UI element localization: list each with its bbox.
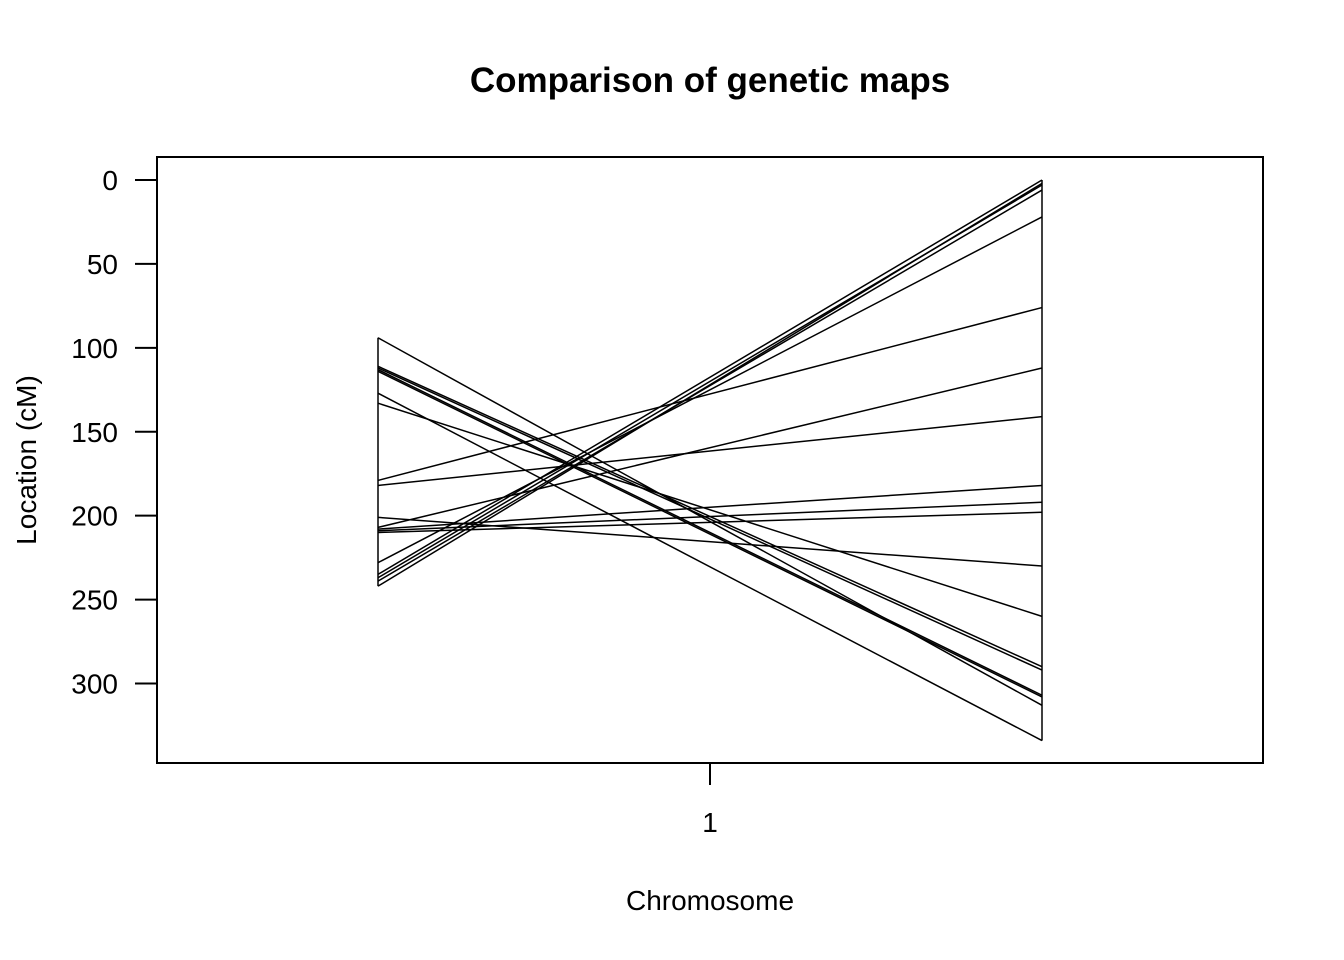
x-axis-label: Chromosome [626, 885, 794, 916]
map-connection-lines [377, 179, 1043, 742]
map-connection-line [377, 367, 1043, 529]
map-connection-line [377, 216, 1043, 564]
map-connection-line [377, 306, 1043, 482]
map-connection-line [377, 501, 1043, 532]
y-tick-label: 250 [71, 585, 118, 616]
chart-title: Comparison of genetic maps [470, 61, 950, 100]
map-connection-line [377, 511, 1043, 534]
x-axis: 1 [702, 763, 718, 838]
map-connection-line [377, 182, 1043, 587]
map-connection-line [377, 368, 1043, 696]
map-connection-line [377, 337, 1043, 706]
y-tick-label: 100 [71, 333, 118, 364]
y-tick-label: 200 [71, 501, 118, 532]
map-connection-line [377, 484, 1043, 530]
map-connection-line [377, 370, 1043, 698]
y-tick-label: 150 [71, 417, 118, 448]
map-connection-line [377, 402, 1043, 618]
y-axis-label: Location (cM) [11, 375, 42, 545]
y-tick-label: 0 [102, 165, 118, 196]
map-connection-line [377, 415, 1043, 487]
x-tick-label: 1 [702, 807, 718, 838]
map-connection-line [377, 179, 1043, 576]
y-tick-label: 300 [71, 669, 118, 700]
y-tick-label: 50 [87, 249, 118, 280]
y-axis: 0 50 100 150 200 250 300 [71, 165, 157, 700]
map-connection-line [377, 367, 1043, 671]
